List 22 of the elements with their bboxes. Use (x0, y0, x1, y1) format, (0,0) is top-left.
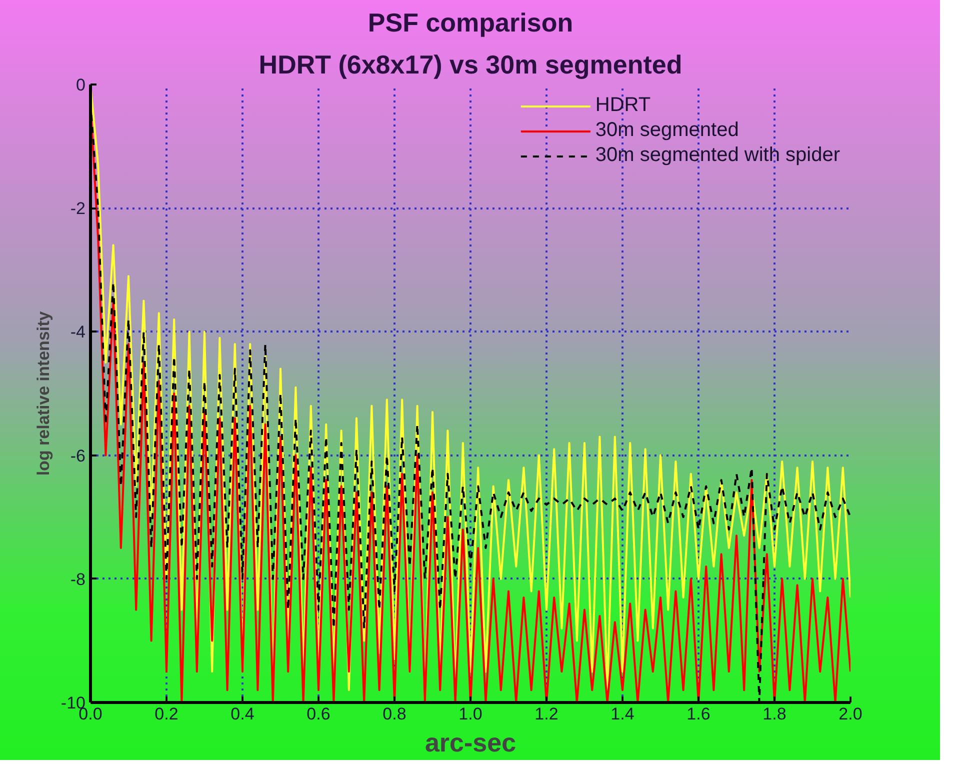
y-tick-label: -6 (70, 446, 86, 466)
x-tick-label: 0.6 (306, 704, 330, 724)
y-tick-label: -4 (70, 322, 86, 342)
x-tick-label: 0.2 (154, 704, 178, 724)
x-tick-label: 2.0 (838, 704, 862, 724)
chart-subtitle: HDRT (6x8x17) vs 30m segmented (258, 50, 682, 80)
legend-label: 30m segmented with spider (595, 144, 840, 167)
x-tick-label: 0.4 (230, 704, 254, 724)
y-axis-title: log relative intensity (34, 310, 53, 476)
chart-title: PSF comparison (368, 8, 574, 38)
x-tick-label: 1.8 (762, 704, 786, 724)
x-tick-label: 0.8 (382, 704, 406, 724)
y-tick-label: -2 (70, 199, 86, 218)
x-tick-label: 1.2 (534, 704, 558, 724)
legend-label: HDRT (595, 94, 651, 117)
y-tick-label: -8 (70, 570, 86, 589)
y-tick-label: 0 (76, 76, 86, 94)
x-tick-label: 1.6 (686, 704, 710, 724)
x-tick-label: 1.4 (610, 704, 634, 724)
x-axis-title: arc-sec (424, 728, 516, 758)
legend-label: 30m segmented (595, 119, 739, 142)
x-tick-label: 1.0 (458, 704, 482, 724)
